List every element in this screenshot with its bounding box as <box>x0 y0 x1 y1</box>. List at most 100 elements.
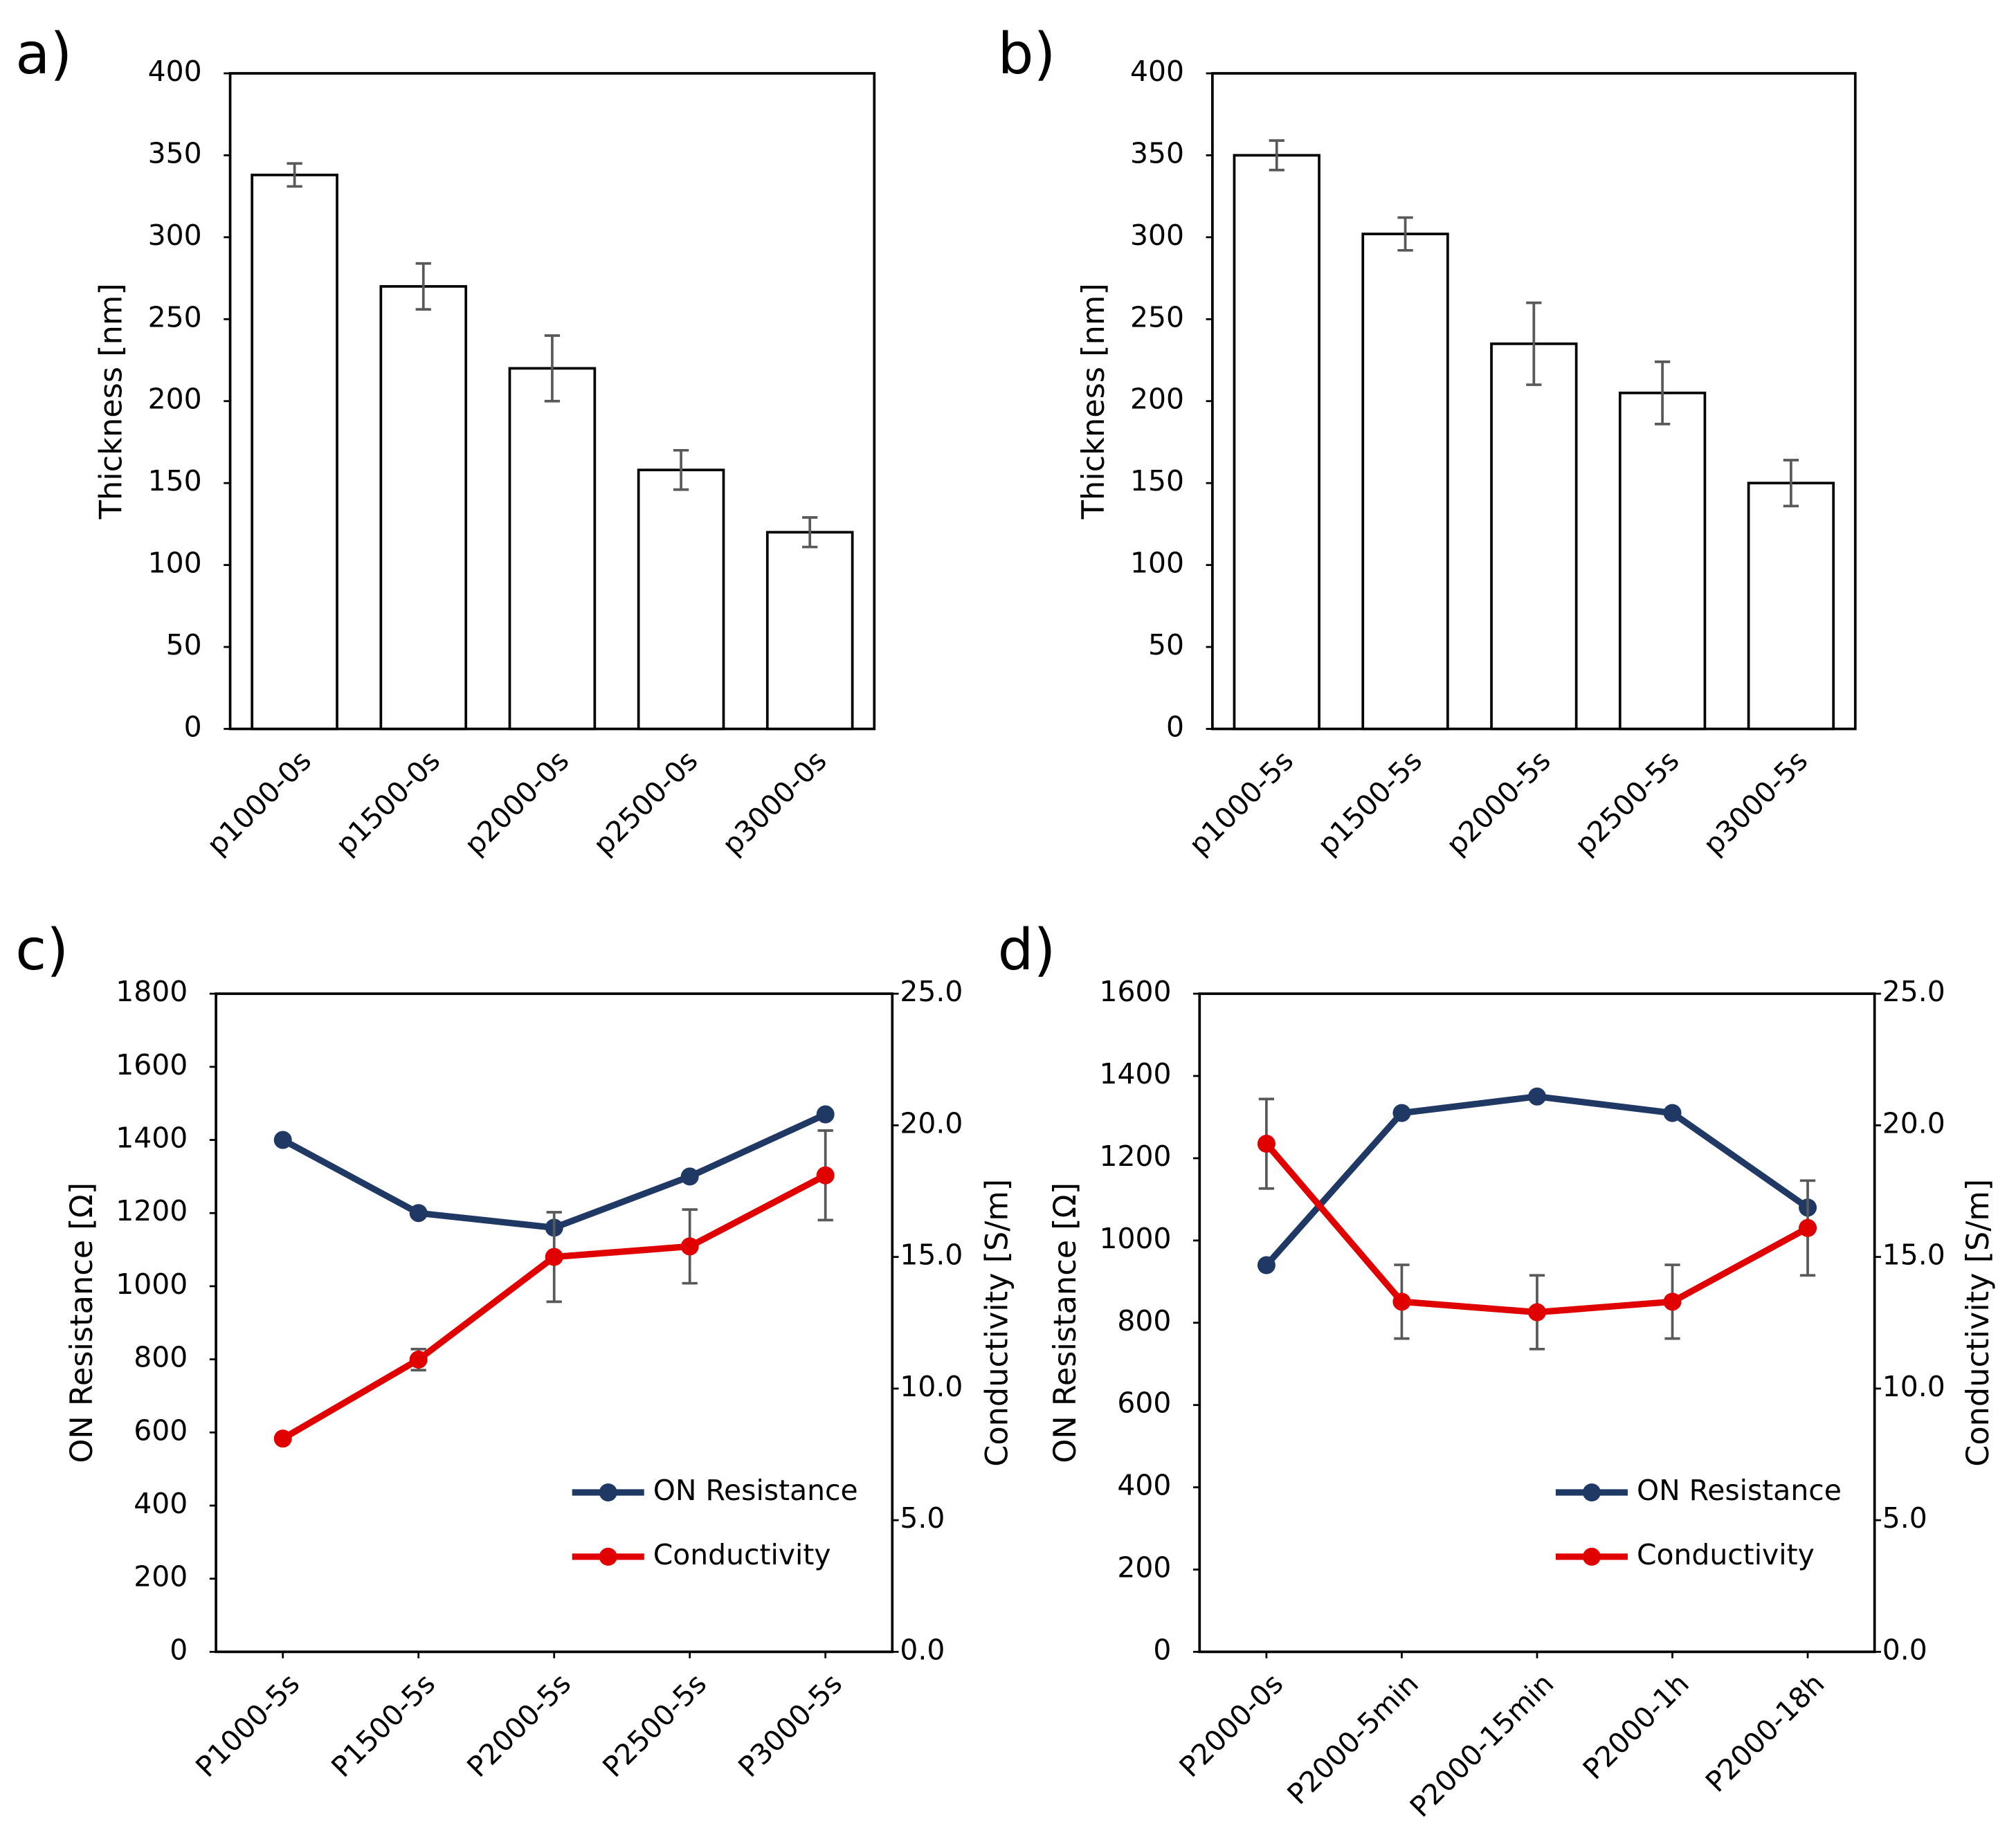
y-tick-label: 250 <box>1130 300 1184 333</box>
y-tick-label: 1800 <box>116 975 188 1008</box>
bar <box>379 285 468 731</box>
legend-label: Conductivity <box>1637 1538 1815 1571</box>
y-tick-label: 100 <box>148 547 202 580</box>
y-tick-label: 1000 <box>1099 1222 1171 1255</box>
error-bar <box>544 334 561 403</box>
error-bar <box>802 516 818 549</box>
bar <box>765 531 854 731</box>
y2-tick-label: 20.0 <box>900 1106 963 1140</box>
point <box>816 1166 835 1185</box>
x-tick-label: p1000-5s <box>1183 744 1300 861</box>
y-tick-label: 400 <box>1130 55 1184 88</box>
y-tick-label: 200 <box>148 383 202 416</box>
legend-label: Conductivity <box>653 1538 831 1571</box>
point <box>1392 1104 1411 1122</box>
y-tick-label: 0 <box>184 710 202 743</box>
error-bar <box>1269 139 1284 172</box>
y-tick-label: 400 <box>134 1487 188 1520</box>
y-tick-label: 150 <box>148 464 202 497</box>
legend-marker <box>1582 1483 1601 1502</box>
point <box>1257 1256 1275 1274</box>
error-bar <box>1654 360 1671 426</box>
y-tick-label: 200 <box>1130 383 1184 416</box>
y-tick-label: 800 <box>134 1341 188 1374</box>
y-tick-label: 200 <box>1117 1551 1171 1584</box>
x-tick-label: p2500-0s <box>587 744 705 861</box>
error-bar <box>1783 459 1799 508</box>
x-tick-label: P2000-18h <box>1699 1667 1831 1798</box>
y-tick-label: 1400 <box>116 1122 188 1155</box>
y-tick-label: 1600 <box>1099 975 1171 1008</box>
x-tick-label: P3000-5s <box>732 1667 848 1784</box>
error-bar <box>1397 216 1413 252</box>
y2-tick-label: 0.0 <box>1882 1633 1927 1666</box>
error-bar <box>1526 301 1542 386</box>
y-tick-label: 350 <box>1130 136 1184 170</box>
y2-tick-label: 20.0 <box>1882 1106 1945 1140</box>
x-tick-label: p1500-0s <box>329 744 447 861</box>
x-tick-label: p3000-0s <box>716 744 833 861</box>
y-tick-label: 1200 <box>1099 1140 1171 1173</box>
x-tick-label: P2000-1h <box>1577 1667 1696 1786</box>
y2-tick-label: 0.0 <box>900 1633 945 1666</box>
bar <box>251 174 338 731</box>
point <box>545 1248 563 1266</box>
point <box>680 1237 699 1256</box>
x-tick-label: P1000-5s <box>189 1667 306 1784</box>
y2-tick-label: 15.0 <box>900 1239 963 1272</box>
point <box>409 1351 428 1369</box>
point <box>1257 1135 1275 1153</box>
y2-tick-label: 10.0 <box>1882 1370 1945 1403</box>
y-tick-label: 400 <box>148 55 202 88</box>
point <box>409 1204 428 1223</box>
x-tick-label: p1500-5s <box>1311 744 1428 861</box>
x-tick-label: P2000-5s <box>460 1667 577 1784</box>
y2-tick-label: 10.0 <box>900 1370 963 1403</box>
bar <box>637 468 725 731</box>
y-tick-label: 1200 <box>116 1194 188 1227</box>
x-tick-label: p1000-0s <box>200 744 318 861</box>
y-tick-label: 600 <box>134 1414 188 1447</box>
bar <box>1361 232 1449 731</box>
y-tick-label: 300 <box>1130 219 1184 252</box>
y-tick-label: 1400 <box>1099 1057 1171 1090</box>
y-tick-label: 300 <box>148 219 202 252</box>
y2-tick-label: 25.0 <box>1882 975 1945 1008</box>
y2-axis-title: Conductivity [S/m] <box>979 1179 1015 1467</box>
y-tick-label: 150 <box>1130 464 1184 497</box>
error-bar <box>287 162 302 188</box>
series-line <box>281 1111 827 1232</box>
legend-label: ON Resistance <box>653 1474 858 1507</box>
x-tick-label: P2000-0s <box>1173 1667 1290 1784</box>
y-tick-label: 400 <box>1117 1469 1171 1502</box>
y-tick-label: 250 <box>148 300 202 333</box>
y-tick-label: 50 <box>166 628 202 661</box>
legend-marker <box>1582 1547 1601 1566</box>
x-tick-label: P1500-5s <box>325 1667 442 1784</box>
y2-axis-title: Conductivity [S/m] <box>1960 1179 1996 1467</box>
y-tick-label: 50 <box>1148 628 1184 661</box>
y-tick-label: 600 <box>1117 1387 1171 1420</box>
bar <box>1747 482 1835 731</box>
y-tick-label: 0 <box>1153 1633 1171 1666</box>
y-tick-label: 0 <box>170 1633 188 1666</box>
bar <box>1618 392 1707 731</box>
x-tick-label: p2500-5s <box>1568 744 1686 861</box>
y-tick-label: 100 <box>1130 547 1184 580</box>
y-tick-label: 1600 <box>116 1048 188 1081</box>
x-tick-label: p2000-5s <box>1440 744 1557 861</box>
panel-label: a) <box>15 21 72 87</box>
y-axis-title: Thickness [nm] <box>1075 283 1111 520</box>
y-tick-label: 350 <box>148 136 202 170</box>
legend-marker <box>599 1483 617 1502</box>
bar <box>508 367 597 731</box>
point <box>1799 1218 1817 1237</box>
y2-tick-label: 25.0 <box>900 975 963 1008</box>
point <box>273 1429 292 1448</box>
error-bar <box>415 262 431 311</box>
y-axis-title: Thickness [nm] <box>93 283 129 520</box>
y-axis-title: ON Resistance [Ω] <box>1047 1182 1083 1463</box>
x-tick-label: p3000-5s <box>1697 744 1815 861</box>
point <box>1663 1292 1682 1311</box>
